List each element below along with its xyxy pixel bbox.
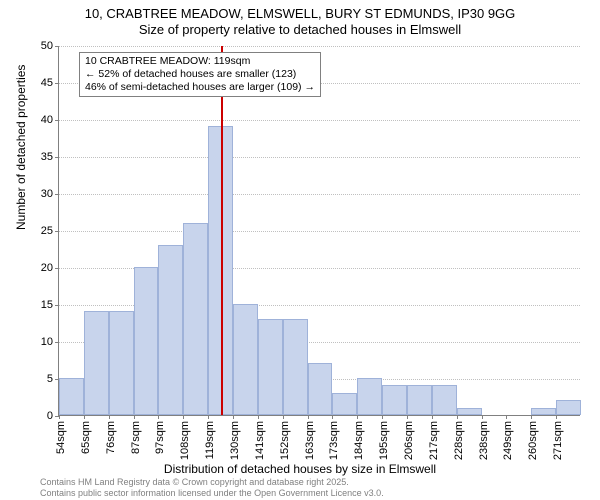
xtick-mark	[109, 415, 110, 419]
ytick-label: 20	[41, 262, 53, 274]
chart-plot-area: 0510152025303540455054sqm65sqm76sqm87sqm…	[58, 46, 580, 416]
xtick-label: 76sqm	[105, 421, 117, 454]
xtick-mark	[407, 415, 408, 419]
ytick-label: 50	[41, 40, 53, 52]
xtick-label: 130sqm	[229, 421, 241, 460]
xtick-label: 119sqm	[204, 421, 216, 459]
attribution-line-2: Contains public sector information licen…	[40, 488, 384, 498]
ytick-label: 45	[41, 77, 53, 89]
attribution-text: Contains HM Land Registry data © Crown c…	[40, 477, 384, 498]
xtick-mark	[208, 415, 209, 419]
histogram-bar	[283, 319, 308, 415]
xtick-mark	[382, 415, 383, 419]
histogram-bar	[457, 408, 482, 415]
xtick-label: 184sqm	[353, 421, 365, 460]
ytick-mark	[55, 83, 59, 84]
ytick-mark	[55, 46, 59, 47]
xtick-mark	[482, 415, 483, 419]
y-axis-label: Number of detached properties	[14, 65, 28, 230]
xtick-label: 87sqm	[130, 421, 142, 454]
histogram-bar	[258, 319, 283, 415]
annotation-line-1: 10 CRABTREE MEADOW: 119sqm	[85, 55, 315, 68]
annotation-line-3: 46% of semi-detached houses are larger (…	[85, 81, 315, 94]
xtick-mark	[332, 415, 333, 419]
xtick-label: 238sqm	[478, 421, 490, 460]
xtick-label: 217sqm	[428, 421, 440, 460]
xtick-label: 54sqm	[55, 421, 67, 454]
xtick-mark	[308, 415, 309, 419]
ytick-mark	[55, 305, 59, 306]
histogram-bar	[432, 385, 457, 415]
xtick-label: 173sqm	[328, 421, 340, 460]
ytick-label: 0	[47, 410, 53, 422]
ytick-label: 40	[41, 114, 53, 126]
histogram-bar	[183, 223, 208, 415]
marker-line	[221, 46, 223, 415]
xtick-mark	[357, 415, 358, 419]
attribution-line-1: Contains HM Land Registry data © Crown c…	[40, 477, 384, 487]
histogram-bar	[59, 378, 84, 415]
xtick-label: 152sqm	[279, 421, 291, 460]
xtick-label: 141sqm	[254, 421, 266, 460]
histogram-bar	[109, 311, 134, 415]
xtick-mark	[158, 415, 159, 419]
xtick-mark	[283, 415, 284, 419]
ytick-label: 5	[47, 373, 53, 385]
xtick-mark	[556, 415, 557, 419]
xtick-label: 163sqm	[304, 421, 316, 460]
ytick-label: 35	[41, 151, 53, 163]
chart-title: 10, CRABTREE MEADOW, ELMSWELL, BURY ST E…	[0, 0, 600, 39]
xtick-label: 97sqm	[154, 421, 166, 454]
ytick-label: 30	[41, 188, 53, 200]
histogram-bar	[233, 304, 258, 415]
ytick-mark	[55, 342, 59, 343]
title-line-2: Size of property relative to detached ho…	[0, 22, 600, 38]
histogram-bar	[158, 245, 183, 415]
xtick-label: 228sqm	[453, 421, 465, 460]
histogram-bar	[531, 408, 556, 415]
annotation-box: 10 CRABTREE MEADOW: 119sqm ← 52% of deta…	[79, 52, 321, 97]
histogram-bar	[407, 385, 432, 415]
histogram-bar	[382, 385, 407, 415]
annotation-line-2: ← 52% of detached houses are smaller (12…	[85, 68, 315, 81]
xtick-mark	[432, 415, 433, 419]
ytick-label: 15	[41, 299, 53, 311]
histogram-bar	[308, 363, 333, 415]
ytick-mark	[55, 120, 59, 121]
ytick-mark	[55, 194, 59, 195]
histogram-bar	[332, 393, 357, 415]
histogram-bar	[556, 400, 581, 415]
histogram-bar	[84, 311, 109, 415]
xtick-label: 65sqm	[80, 421, 92, 454]
ytick-mark	[55, 268, 59, 269]
xtick-mark	[457, 415, 458, 419]
xtick-label: 249sqm	[502, 421, 514, 460]
xtick-mark	[59, 415, 60, 419]
histogram-bar	[134, 267, 159, 415]
xtick-mark	[531, 415, 532, 419]
xtick-mark	[84, 415, 85, 419]
x-axis-label: Distribution of detached houses by size …	[0, 462, 600, 476]
gridline	[59, 231, 580, 232]
gridline	[59, 194, 580, 195]
xtick-label: 206sqm	[403, 421, 415, 460]
xtick-label: 195sqm	[378, 421, 390, 460]
xtick-mark	[233, 415, 234, 419]
xtick-mark	[258, 415, 259, 419]
ytick-mark	[55, 157, 59, 158]
gridline	[59, 46, 580, 47]
histogram-bar	[357, 378, 382, 415]
ytick-label: 25	[41, 225, 53, 237]
xtick-label: 271sqm	[552, 421, 564, 460]
gridline	[59, 157, 580, 158]
xtick-mark	[506, 415, 507, 419]
gridline	[59, 120, 580, 121]
title-line-1: 10, CRABTREE MEADOW, ELMSWELL, BURY ST E…	[0, 6, 600, 22]
xtick-mark	[183, 415, 184, 419]
xtick-mark	[134, 415, 135, 419]
ytick-mark	[55, 231, 59, 232]
ytick-label: 10	[41, 336, 53, 348]
xtick-label: 260sqm	[527, 421, 539, 460]
xtick-label: 108sqm	[179, 421, 191, 460]
